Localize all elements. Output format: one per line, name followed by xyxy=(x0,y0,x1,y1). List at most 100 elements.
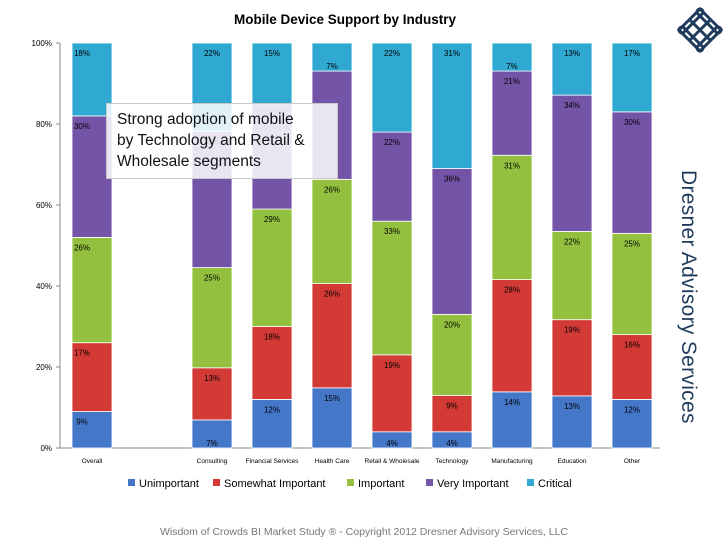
data-label: 15% xyxy=(324,394,340,403)
bar-segment xyxy=(551,94,593,232)
y-tick-label: 0% xyxy=(40,444,52,453)
x-tick-label: Retail & Wholesale xyxy=(365,458,420,465)
data-label: 34% xyxy=(564,101,580,110)
bar-segment xyxy=(71,236,113,344)
bar-segment xyxy=(491,391,533,449)
data-label: 7% xyxy=(506,62,518,71)
bar-segment xyxy=(251,208,293,327)
bar-segment xyxy=(311,283,353,389)
brand-sidebar xyxy=(668,0,728,546)
data-label: 30% xyxy=(74,122,90,131)
x-tick-label: Overall xyxy=(82,458,103,465)
data-label: 22% xyxy=(384,138,400,147)
y-tick-label: 80% xyxy=(36,120,52,129)
data-label: 18% xyxy=(264,333,280,342)
data-label: 7% xyxy=(206,439,218,448)
bar-segment xyxy=(311,178,353,284)
legend-label: Critical xyxy=(538,478,572,490)
legend-swatch xyxy=(527,479,534,486)
legend-label: Somewhat Important xyxy=(224,478,326,490)
data-label: 26% xyxy=(324,185,340,194)
y-tick-label: 40% xyxy=(36,282,52,291)
bar-segment xyxy=(191,419,233,449)
chart-title: Mobile Device Support by Industry xyxy=(234,12,457,27)
data-label: 28% xyxy=(504,286,520,295)
x-tick-label: Education xyxy=(558,458,587,465)
data-label: 19% xyxy=(384,361,400,370)
bar-segment xyxy=(71,342,113,412)
callout-line: Wholesale segments xyxy=(117,153,261,170)
x-tick-label: Manufacturing xyxy=(491,458,533,465)
data-label: 26% xyxy=(74,243,90,252)
data-label: 30% xyxy=(624,118,640,127)
data-label: 13% xyxy=(564,49,580,58)
bar-segment xyxy=(611,398,653,449)
bar-segment xyxy=(611,334,653,400)
data-label: 9% xyxy=(446,401,458,410)
brand-vertical-title: Dresner Advisory Services xyxy=(677,170,726,424)
x-tick-label: Financial Services xyxy=(246,458,299,465)
bar-segment xyxy=(551,42,593,96)
bar-segment xyxy=(371,42,413,133)
bar-segment xyxy=(551,319,593,397)
bar-segment xyxy=(551,231,593,321)
x-tick-label: Consulting xyxy=(197,458,228,465)
bar-segment xyxy=(371,354,413,433)
brand-name: Dresner Advisory Services xyxy=(677,170,700,424)
data-label: 9% xyxy=(76,418,88,427)
data-label: 19% xyxy=(564,326,580,335)
bar-segment xyxy=(431,394,473,433)
bar-segment xyxy=(611,42,653,113)
legend-label: Important xyxy=(358,478,404,490)
bar-segment xyxy=(71,42,113,117)
legend-swatch xyxy=(213,479,220,486)
data-label: 22% xyxy=(384,49,400,58)
data-label: 16% xyxy=(624,341,640,350)
callout-line: by Technology and Retail & xyxy=(117,132,305,149)
data-label: 13% xyxy=(564,402,580,411)
callout-box: Strong adoption of mobile by Technology … xyxy=(106,103,338,179)
data-label: 17% xyxy=(624,49,640,58)
bar-segment xyxy=(371,131,413,222)
data-label: 14% xyxy=(504,398,520,407)
data-label: 36% xyxy=(444,175,460,184)
x-tick-label: Technology xyxy=(436,458,470,465)
callout-line: Strong adoption of mobile xyxy=(117,111,294,128)
legend-swatch xyxy=(347,479,354,486)
data-label: 12% xyxy=(624,405,640,414)
data-label: 33% xyxy=(384,227,400,236)
bar-segment xyxy=(191,267,233,369)
data-label: 29% xyxy=(264,215,280,224)
bar-segment xyxy=(491,154,533,280)
x-tick-label: Other xyxy=(624,458,641,465)
bar-segment xyxy=(491,42,533,72)
data-label: 20% xyxy=(444,320,460,329)
copyright-footer: Wisdom of Crowds BI Market Study ® - Cop… xyxy=(159,526,569,538)
knot-logo-icon xyxy=(676,6,724,54)
data-label: 31% xyxy=(504,161,520,170)
data-label: 26% xyxy=(324,290,340,299)
bar-segment xyxy=(251,326,293,400)
data-label: 13% xyxy=(204,374,220,383)
legend-label: Unimportant xyxy=(139,478,199,490)
y-tick-label: 100% xyxy=(32,39,52,48)
data-label: 17% xyxy=(74,349,90,358)
data-label: 21% xyxy=(504,77,520,86)
bar-segment xyxy=(611,232,653,336)
data-label: 4% xyxy=(386,439,398,448)
bar-segment xyxy=(611,111,653,234)
bar-segment xyxy=(431,168,473,315)
data-label: 25% xyxy=(204,274,220,283)
bar-segment xyxy=(491,279,533,393)
data-label: 7% xyxy=(326,62,338,71)
x-tick-label: Health Care xyxy=(315,458,350,465)
data-label: 22% xyxy=(564,237,580,246)
data-label: 15% xyxy=(264,49,280,58)
bar-segment xyxy=(71,411,113,449)
y-tick-label: 60% xyxy=(36,201,52,210)
bar-segment xyxy=(371,220,413,356)
legend-label: Very Important xyxy=(437,478,509,490)
bar-segment xyxy=(311,42,353,72)
data-label: 31% xyxy=(444,49,460,58)
data-label: 4% xyxy=(446,439,458,448)
